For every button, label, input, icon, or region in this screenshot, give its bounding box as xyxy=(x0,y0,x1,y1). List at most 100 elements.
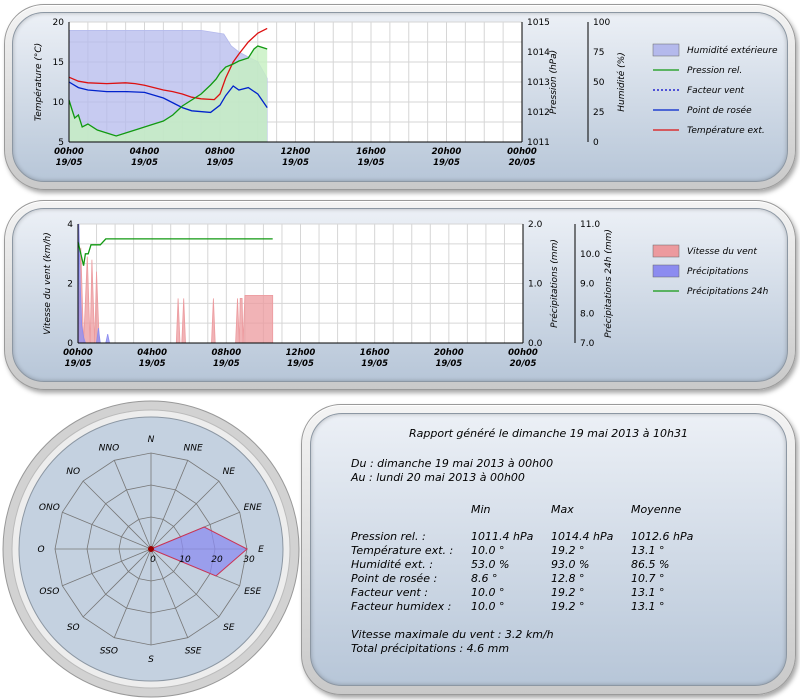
legend-label: Humidité extérieure xyxy=(687,45,778,56)
x-tick-label: 12h00 xyxy=(281,147,311,157)
x-tick-label: 04h00 xyxy=(130,147,160,157)
rose-direction-label: NNO xyxy=(99,443,120,453)
y-tick-label: 1014 xyxy=(527,48,550,58)
row-min: 8.6 ° xyxy=(471,572,498,585)
row-label: Température ext. : xyxy=(351,544,454,557)
y-tick-label: 1011 xyxy=(527,138,550,148)
row-max: 12.8 ° xyxy=(551,572,585,585)
legend-label: Pression rel. xyxy=(687,66,742,76)
temperature-panel-frame: 20 15 10 5 1015 1014 1013 1012 1011 100 75 50 25 0 Tem… xyxy=(4,4,796,190)
y-tick-label: 2.0 xyxy=(528,220,543,230)
series-area-1 xyxy=(77,223,110,344)
x-tick-date: 19/05 xyxy=(433,158,460,168)
series-line-2 xyxy=(68,81,268,114)
y-tick-label: 8.0 xyxy=(580,309,595,319)
wind-rain-chart: 4 2 0 2.0 1.0 0.0 11.0 10.0 9.0 8.0 7.0 Vitesse du … xyxy=(43,220,769,369)
rose-direction-label: S xyxy=(148,655,154,665)
rose-direction-label: N xyxy=(148,435,155,445)
x-tick-date: 19/05 xyxy=(358,158,385,168)
report-period-to: Au : lundi 20 mai 2013 à 00h00 xyxy=(351,471,525,484)
row-avg: 86.5 % xyxy=(631,558,670,571)
temperature-panel: 20 15 10 5 1015 1014 1013 1012 1011 100 75 50 25 0 Tem… xyxy=(12,12,788,182)
row-label: Point de rosée : xyxy=(351,572,438,585)
x-tick-label: 16h00 xyxy=(360,348,390,358)
rose-direction-label: SE xyxy=(223,623,235,633)
row-avg: 1012.6 hPa xyxy=(631,530,694,543)
x-tick-date: 19/05 xyxy=(56,158,83,168)
rose-spoke xyxy=(150,548,220,618)
rose-spoke xyxy=(113,548,152,638)
row-max: 93.0 % xyxy=(551,558,590,571)
legend-swatch xyxy=(652,244,680,258)
row-max: 19.2 ° xyxy=(551,586,585,599)
x-tick-label: 00h00 xyxy=(54,147,84,157)
wind-rose-dial: N NNE NE ENE E ESE SE SSE S SSO SO OSO O ONO NO NNO 0 10 2… xyxy=(2,400,300,698)
legend-label: Température ext. xyxy=(687,125,765,136)
row-min: 10.0 ° xyxy=(471,600,505,613)
rose-direction-label: NE xyxy=(223,467,236,477)
series-line-2 xyxy=(77,238,273,266)
wind-panel: 4 2 0 2.0 1.0 0.0 11.0 10.0 9.0 8.0 7.0 Vitesse du … xyxy=(12,208,788,382)
x-tick-date: 19/05 xyxy=(213,359,240,369)
rose-center xyxy=(148,546,154,552)
x-tick-label: 08h00 xyxy=(211,348,241,358)
y-tick-label: 5 xyxy=(58,138,64,148)
rose-direction-label: NNE xyxy=(184,443,203,453)
y-tick-label: 1013 xyxy=(527,78,550,88)
y-axis-title-left: Vitesse du vent (km/h) xyxy=(43,232,53,334)
row-min: 53.0 % xyxy=(471,558,510,571)
rose-spoke xyxy=(150,460,189,550)
x-tick-date: 19/05 xyxy=(435,359,462,369)
y-tick-label: 11.0 xyxy=(580,220,600,230)
y-axis-title-mid: Pression (hPa) xyxy=(549,50,559,114)
rose-spoke xyxy=(82,480,152,550)
y-tick-label: 2 xyxy=(67,280,73,290)
x-tick-date: 19/05 xyxy=(207,158,234,168)
y-tick-label: 15 xyxy=(53,58,64,68)
rose-direction-label: ENE xyxy=(244,503,262,513)
y-tick-label: 1.0 xyxy=(528,280,543,290)
rose-direction-label: ESE xyxy=(244,587,261,597)
rose-direction-label: SSE xyxy=(185,647,202,657)
x-tick-date: 19/05 xyxy=(361,359,388,369)
x-tick-label: 12h00 xyxy=(286,348,316,358)
pressure-fill xyxy=(69,46,268,142)
y-tick-label: 1012 xyxy=(527,108,550,118)
y-tick-label: 0 xyxy=(67,339,73,349)
rose-spoke xyxy=(62,511,152,550)
legend-label: Précipitations xyxy=(687,266,749,277)
row-avg: 13.1 ° xyxy=(631,586,665,599)
x-tick-label: 20h00 xyxy=(434,348,464,358)
legend-swatch xyxy=(652,43,680,57)
row-avg: 13.1 ° xyxy=(631,544,665,557)
row-avg: 10.7 ° xyxy=(631,572,665,585)
rose-direction-label: O xyxy=(37,545,44,555)
report-panel: Rapport généré le dimanche 19 mai 2013 à… xyxy=(310,413,787,686)
y-tick-label: 0.0 xyxy=(528,339,543,349)
y-axis-title-right: Humidité (%) xyxy=(616,52,627,111)
y-tick-label: 1015 xyxy=(527,18,550,28)
y-tick-label: 4 xyxy=(67,220,73,230)
header-min: Min xyxy=(471,503,491,516)
report-period-from: Du : dimanche 19 mai 2013 à 00h00 xyxy=(351,457,554,470)
y-tick-label: 0 xyxy=(593,138,599,148)
report-panel-frame: Rapport généré le dimanche 19 mai 2013 à… xyxy=(301,404,796,695)
rose-tick-label: 0 xyxy=(150,555,156,565)
x-tick-label: 20h00 xyxy=(432,147,462,157)
rose-spoke xyxy=(62,548,152,587)
header-avg: Moyenne xyxy=(631,503,682,516)
temperature-chart: 20 15 10 5 1015 1014 1013 1012 1011 100 75 50 25 0 Tem… xyxy=(33,18,778,168)
y-axis-title-left: Température (°C) xyxy=(33,43,44,121)
x-tick-date: 20/05 xyxy=(509,158,536,168)
row-max: 19.2 ° xyxy=(551,544,585,557)
y-tick-label: 7.0 xyxy=(580,339,595,349)
row-label: Pression rel. : xyxy=(351,530,426,543)
row-max: 19.2 ° xyxy=(551,600,585,613)
row-max: 1014.4 hPa xyxy=(551,530,614,543)
x-tick-date: 19/05 xyxy=(131,158,158,168)
legend-label: Point de rosée xyxy=(687,105,752,116)
rose-data-area xyxy=(149,526,248,577)
wind-panel-frame: 4 2 0 2.0 1.0 0.0 11.0 10.0 9.0 8.0 7.0 Vitesse du … xyxy=(4,200,796,390)
series-line-1 xyxy=(68,27,268,101)
x-tick-label: 00h00 xyxy=(507,147,537,157)
